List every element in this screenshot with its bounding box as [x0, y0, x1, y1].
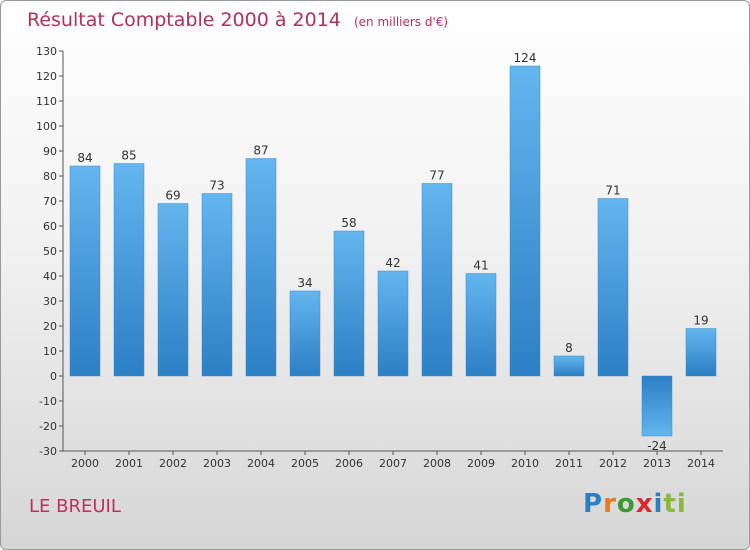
commune-name: LE BREUIL	[29, 496, 121, 517]
x-tick-label: 2013	[643, 457, 671, 470]
y-tick-label: 60	[43, 220, 57, 233]
y-tick-label: -10	[39, 395, 57, 408]
y-tick-label: 0	[50, 370, 57, 383]
chart-unit: (en milliers d'€)	[353, 15, 449, 29]
bar	[597, 198, 629, 377]
data-label: 58	[341, 216, 356, 230]
x-tick-label: 2014	[687, 457, 715, 470]
x-tick-label: 2010	[511, 457, 539, 470]
proxiti-logo: Proxiti	[583, 489, 687, 519]
x-tick-label: 2003	[203, 457, 231, 470]
x-tick-label: 2006	[335, 457, 363, 470]
data-label: 34	[297, 276, 312, 290]
bar	[69, 165, 101, 377]
y-tick-label: 70	[43, 195, 57, 208]
data-labels: 84 85 69 73 87 34 58 42 77 41 124 8 71 -24 19	[77, 51, 708, 453]
y-tick-label: 80	[43, 170, 57, 183]
y-tick-label: 110	[36, 95, 57, 108]
x-tick-label: 2004	[247, 457, 275, 470]
data-label: 124	[514, 51, 537, 65]
bar	[465, 273, 497, 377]
y-tick-label: -30	[39, 445, 57, 458]
data-label: 42	[385, 256, 400, 270]
y-tick-label: 120	[36, 70, 57, 83]
logo-letter: ti	[663, 489, 687, 519]
data-label: 71	[605, 184, 620, 198]
bar	[641, 375, 673, 437]
x-axis: 2000 2001 2002 2003 2004 2005 2006 2007 2008 2009…	[63, 450, 723, 470]
data-label: 85	[121, 149, 136, 163]
data-label: 41	[473, 259, 488, 273]
data-label: 73	[209, 179, 224, 193]
bar	[245, 158, 277, 377]
bar	[509, 65, 541, 377]
data-label: -24	[647, 439, 667, 453]
chart-title: Résultat Comptable 2000 à 2014 (en milli…	[27, 9, 448, 31]
x-tick-label: 2007	[379, 457, 407, 470]
bar	[421, 183, 453, 377]
y-tick-label: 30	[43, 295, 57, 308]
logo-letter: P	[583, 489, 604, 519]
y-tick-label: 40	[43, 270, 57, 283]
logo-letter: r	[603, 489, 617, 519]
y-tick-label: 10	[43, 345, 57, 358]
bar	[289, 290, 321, 377]
data-label: 69	[165, 189, 180, 203]
x-tick-label: 2000	[71, 457, 99, 470]
bar	[157, 203, 189, 377]
x-tick-label: 2008	[423, 457, 451, 470]
data-label: 8	[565, 341, 573, 355]
x-tick-label: 2005	[291, 457, 319, 470]
x-tick-label: 2002	[159, 457, 187, 470]
logo-letter: i	[653, 489, 664, 519]
data-label: 19	[693, 314, 708, 328]
bar	[685, 328, 717, 377]
bar	[377, 270, 409, 377]
logo-letter: x	[635, 489, 654, 519]
y-tick-label: 20	[43, 320, 57, 333]
x-tick-label: 2009	[467, 457, 495, 470]
y-tick-label: 50	[43, 245, 57, 258]
bar	[553, 355, 585, 377]
y-tick-label: -20	[39, 420, 57, 433]
y-tick-label: 130	[36, 45, 57, 58]
bar	[201, 193, 233, 377]
x-tick-label: 2011	[555, 457, 583, 470]
data-label: 84	[77, 151, 92, 165]
data-label: 87	[253, 144, 268, 158]
data-label: 77	[429, 169, 444, 183]
bar	[333, 230, 365, 377]
logo-letter: o	[616, 489, 636, 519]
chart-title-main: Résultat Comptable 2000 à 2014	[27, 9, 341, 31]
bar	[113, 163, 145, 377]
x-tick-label: 2012	[599, 457, 627, 470]
y-tick-label: 100	[36, 120, 57, 133]
y-tick-label: 90	[43, 145, 57, 158]
x-tick-label: 2001	[115, 457, 143, 470]
bars	[69, 65, 717, 437]
